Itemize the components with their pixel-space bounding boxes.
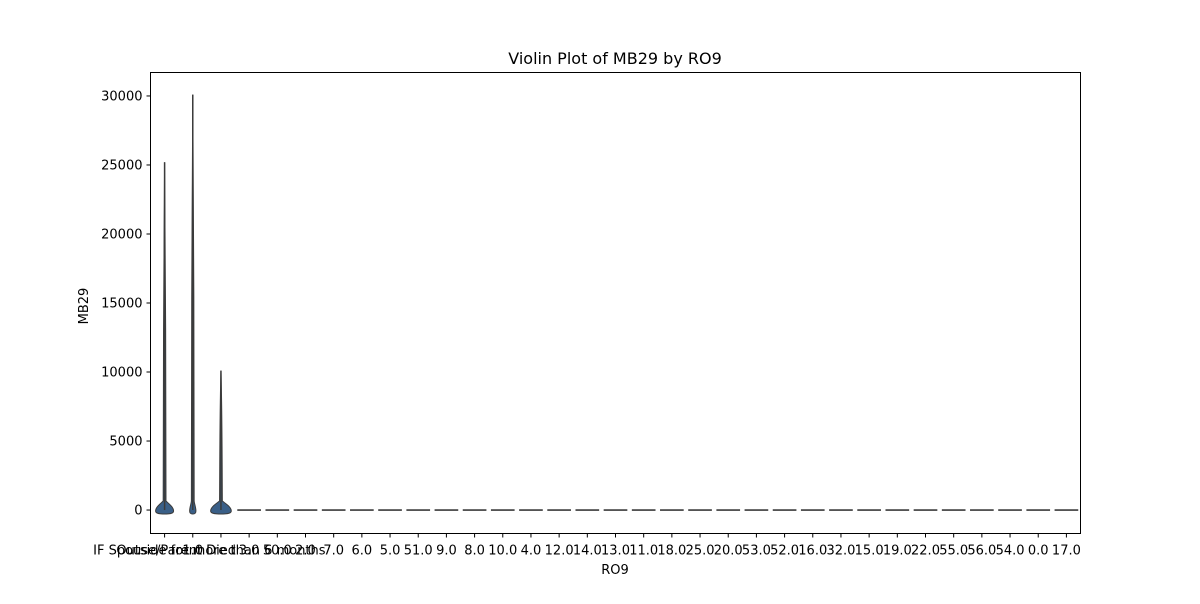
x-tick-label: 13.0 — [601, 544, 630, 559]
x-tick-label: 2.0 — [295, 544, 316, 559]
x-tick-label: 19.0 — [883, 544, 912, 559]
y-tick-label: 10000 — [101, 366, 142, 381]
x-tick-label: 50.0 — [263, 544, 292, 559]
y-axis-label: MB29 — [77, 288, 92, 325]
x-tick-label: 1.0 — [182, 544, 203, 559]
x-tick-label: 0.0 — [1028, 544, 1049, 559]
chart-title: Violin Plot of MB29 by RO9 — [508, 49, 722, 68]
x-tick-label: 51.0 — [404, 544, 433, 559]
x-tick-label: 18.0 — [657, 544, 686, 559]
x-tick-label: 16.0 — [798, 544, 827, 559]
x-tick-label: 22.0 — [911, 544, 940, 559]
x-tick-label: 20.0 — [714, 544, 743, 559]
x-tick-label: 5.0 — [380, 544, 401, 559]
x-tick-label: 9.0 — [436, 544, 457, 559]
x-tick-label: IF Spouse/Parent Died — [93, 544, 236, 559]
y-tick-label: 25000 — [101, 158, 142, 173]
x-tick-label: 11.0 — [629, 544, 658, 559]
x-tick-label: 54.0 — [996, 544, 1025, 559]
y-tick-label: 5000 — [109, 435, 142, 450]
x-tick-label: 3.0 — [239, 544, 260, 559]
x-tick-label: 10.0 — [488, 544, 517, 559]
x-tick-label: 4.0 — [521, 544, 542, 559]
x-tick-label: 6.0 — [352, 544, 373, 559]
x-tick-label: 32.0 — [826, 544, 855, 559]
y-axis: 0 5000 10000 15000 20000 25000 30000 — [101, 89, 151, 519]
x-tick-label: 7.0 — [323, 544, 344, 559]
x-tick-label: 55.0 — [939, 544, 968, 559]
x-tick-label: 52.0 — [770, 544, 799, 559]
x-tick-label: 14.0 — [573, 544, 602, 559]
x-tick-label: 56.0 — [967, 544, 996, 559]
x-tick-label: 12.0 — [545, 544, 574, 559]
plot-layer — [155, 94, 1079, 515]
y-tick-label: 20000 — [101, 227, 142, 242]
x-tick-label: 8.0 — [464, 544, 485, 559]
x-axis-label: RO9 — [601, 563, 629, 578]
y-tick-label: 15000 — [101, 297, 142, 312]
x-tick-label: 15.0 — [855, 544, 884, 559]
y-tick-label: 30000 — [101, 89, 142, 104]
x-tick-label: 53.0 — [742, 544, 771, 559]
x-tick-label: 25.0 — [686, 544, 715, 559]
plot-frame — [150, 72, 1081, 534]
x-tick-label: Outside for more than 6 months — [116, 544, 325, 559]
y-tick-label: 0 — [134, 504, 142, 519]
x-tick-label: 17.0 — [1052, 544, 1081, 559]
